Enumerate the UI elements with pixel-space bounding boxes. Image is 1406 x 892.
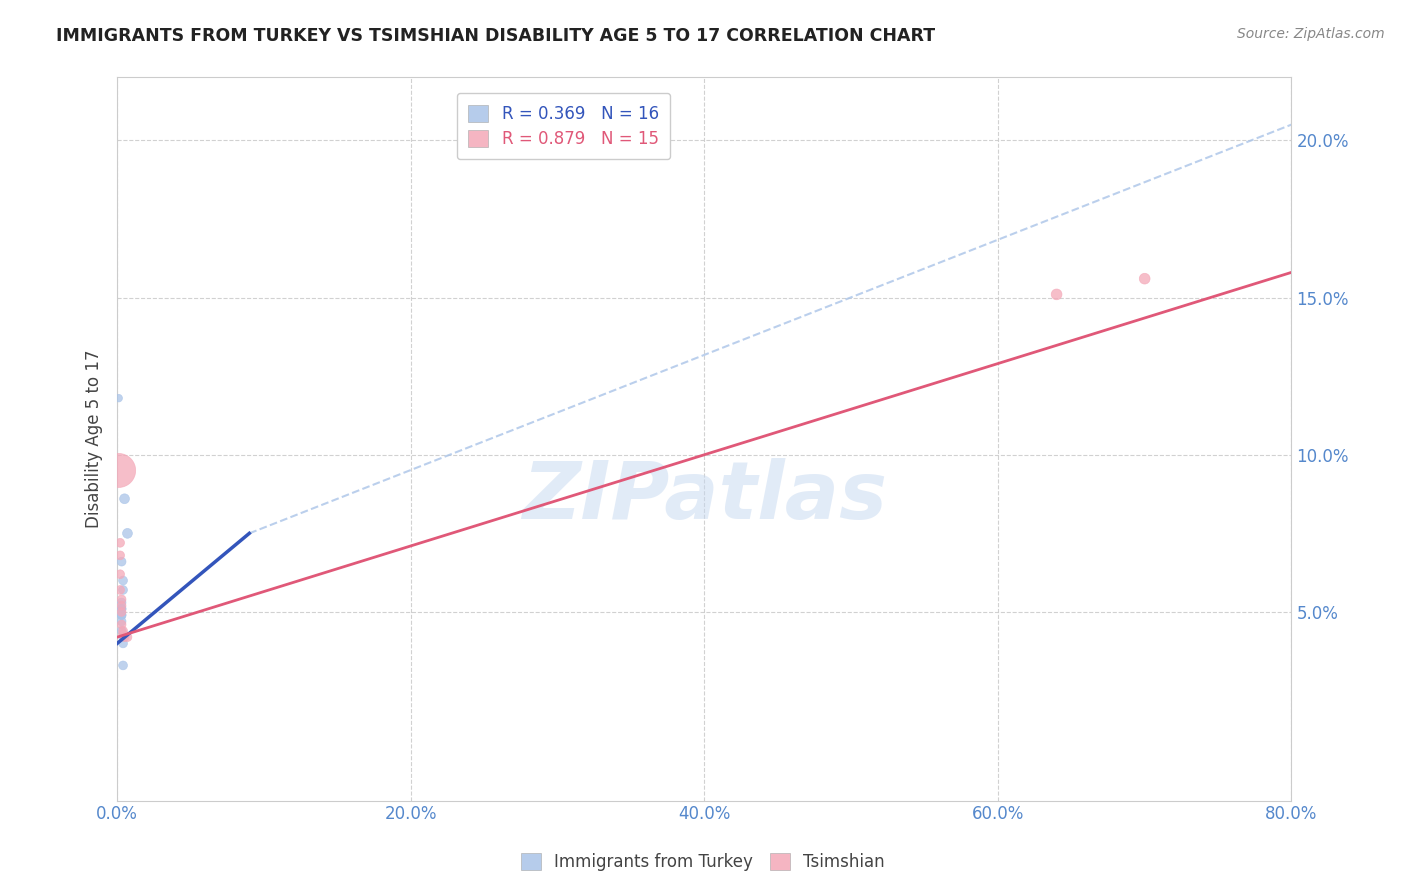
Point — [110, 595, 132, 609]
Text: Source: ZipAtlas.com: Source: ZipAtlas.com — [1237, 27, 1385, 41]
Point — [110, 608, 132, 623]
Point — [110, 615, 132, 629]
Point — [108, 567, 131, 582]
Point — [1045, 287, 1067, 301]
Point — [110, 624, 132, 638]
Legend: R = 0.369   N = 16, R = 0.879   N = 15: R = 0.369 N = 16, R = 0.879 N = 15 — [457, 93, 671, 160]
Point — [1133, 271, 1156, 285]
Point — [110, 602, 132, 616]
Point — [110, 608, 132, 623]
Text: IMMIGRANTS FROM TURKEY VS TSIMSHIAN DISABILITY AGE 5 TO 17 CORRELATION CHART: IMMIGRANTS FROM TURKEY VS TSIMSHIAN DISA… — [56, 27, 935, 45]
Point — [112, 627, 135, 641]
Point — [110, 617, 132, 632]
Legend: Immigrants from Turkey, Tsimshian: Immigrants from Turkey, Tsimshian — [513, 845, 893, 880]
Text: ZIPatlas: ZIPatlas — [522, 458, 887, 536]
Point — [114, 491, 136, 506]
Point — [108, 536, 131, 550]
Point — [112, 630, 135, 644]
Point — [112, 636, 135, 650]
Point — [110, 605, 132, 619]
Point — [110, 599, 132, 613]
Point — [108, 549, 131, 563]
Point — [108, 582, 131, 597]
Point — [112, 582, 135, 597]
Point — [112, 574, 135, 588]
Point — [110, 592, 132, 607]
Point — [107, 463, 129, 477]
Point — [117, 526, 139, 541]
Point — [107, 391, 129, 405]
Point — [112, 624, 135, 638]
Point — [110, 555, 132, 569]
Point — [114, 630, 136, 644]
Point — [112, 658, 135, 673]
Y-axis label: Disability Age 5 to 17: Disability Age 5 to 17 — [86, 350, 103, 528]
Point — [110, 602, 132, 616]
Point — [117, 630, 139, 644]
